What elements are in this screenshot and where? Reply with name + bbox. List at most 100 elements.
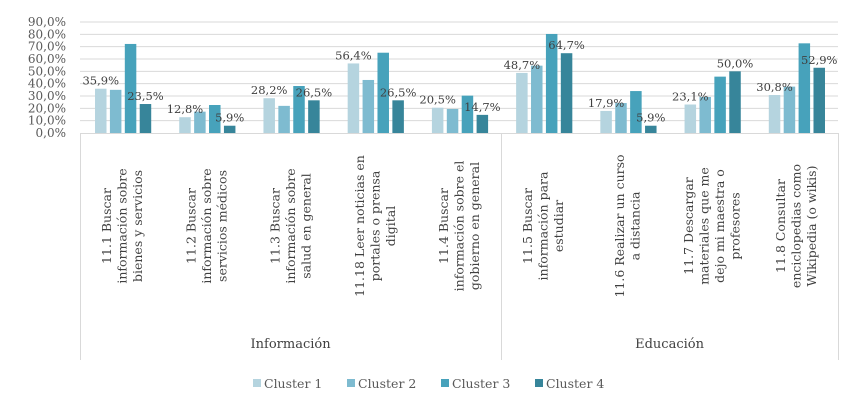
category-label-line: 11.3 Buscar	[268, 188, 283, 264]
bar-cluster-2	[531, 66, 543, 133]
legend-swatch	[535, 379, 543, 387]
data-label: 48,7%	[504, 58, 541, 72]
data-label: 14,7%	[464, 100, 501, 114]
category-label-line: servicios médicos	[214, 170, 229, 282]
y-tick-label: 30,0%	[28, 89, 66, 103]
category-label-line: 11.4 Buscar	[436, 188, 451, 264]
bar-cluster-1	[432, 108, 444, 133]
category-label-line: información sobre	[283, 168, 298, 283]
category-label-line: dejo mi maestra o	[712, 169, 727, 283]
y-tick-label: 50,0%	[28, 64, 66, 78]
category-labels: 11.1 Buscar información sobre bienes y ser…	[99, 154, 819, 297]
bar-cluster-2	[278, 106, 290, 133]
category-label: 11.6 Realizar un curso a distancia	[612, 154, 643, 297]
bar-cluster-3	[714, 77, 726, 133]
category-label: 11.3 Buscar información sobre salud en gen…	[268, 168, 314, 283]
y-tick-label: 20,0%	[28, 101, 66, 115]
data-label: 23,1%	[672, 90, 709, 104]
data-label: 5,9%	[636, 111, 665, 125]
category-label-line: estudiar	[551, 200, 566, 252]
bar-cluster-2	[447, 109, 459, 133]
legend-swatch	[441, 379, 449, 387]
y-tick-label: 60,0%	[28, 52, 66, 66]
y-tick-label: 80,0%	[28, 27, 66, 41]
data-label: 64,7%	[548, 38, 585, 52]
category-label-line: 11.1 Buscar	[99, 188, 114, 264]
bar-cluster-1	[516, 73, 528, 133]
bar-cluster-1	[685, 105, 697, 133]
category-label: 11.5 Buscar información para estudiar	[520, 171, 566, 280]
category-label-line: profesores	[727, 192, 742, 259]
data-label: 12,8%	[167, 102, 204, 116]
category-label-line: 11.18 Leer noticias en	[352, 155, 367, 297]
data-label: 23,5%	[127, 89, 164, 103]
category-label-line: 11.2 Buscar	[183, 188, 198, 264]
data-label: 52,9%	[801, 53, 838, 67]
bar-cluster-4	[477, 115, 489, 133]
data-label: 28,2%	[251, 83, 288, 97]
category-label: 11.18 Leer noticias en portales o prensa d…	[352, 155, 398, 297]
legend-item: Cluster 1	[253, 376, 322, 391]
group-label: Información	[251, 337, 332, 352]
bar-cluster-1	[769, 95, 781, 133]
bar-cluster-4	[308, 100, 320, 133]
legend-label: Cluster 3	[452, 376, 510, 391]
data-label: 26,5%	[380, 85, 417, 99]
category-label-line: materiales que me	[696, 167, 711, 285]
bar-cluster-4	[645, 126, 657, 133]
legend-item: Cluster 4	[535, 376, 604, 391]
y-axis-ticks: 0,0%10,0%20,0%30,0%40,0%50,0%60,0%70,0%8…	[28, 15, 66, 140]
data-label: 26,5%	[296, 85, 333, 99]
bar-cluster-1	[348, 63, 360, 133]
category-label-line: información sobre	[199, 168, 214, 283]
bar-cluster-4	[224, 126, 236, 133]
data-label: 35,9%	[82, 74, 119, 88]
y-tick-label: 40,0%	[28, 77, 66, 91]
category-label-line: enciclopedias como	[788, 164, 803, 288]
category-label: 11.2 Buscar información sobre servicios mé…	[183, 168, 229, 283]
bar-cluster-2	[363, 80, 375, 133]
bar-cluster-1	[600, 111, 612, 133]
group-labels: Información Educación	[251, 337, 705, 352]
category-label-line: 11.6 Realizar un curso	[612, 154, 627, 297]
category-label-line: 11.8 Consultar	[773, 179, 788, 273]
bar-cluster-4	[813, 68, 825, 133]
bar-cluster-1	[263, 98, 275, 133]
group-label: Educación	[635, 337, 704, 352]
category-label: 11.1 Buscar información sobre bienes y ser…	[99, 168, 145, 283]
data-label: 30,8%	[756, 80, 793, 94]
category-label-line: 11.7 Descargar	[681, 177, 696, 275]
data-label: 50,0%	[717, 56, 754, 70]
bar-cluster-2	[110, 90, 122, 133]
legend-swatch	[253, 379, 261, 387]
category-label-line: información sobre	[115, 168, 130, 283]
legend-label: Cluster 1	[264, 376, 322, 391]
category-label-line: portales o prensa	[367, 170, 382, 281]
legend-item: Cluster 2	[347, 376, 416, 391]
data-label: 20,5%	[419, 93, 456, 107]
bar-cluster-1	[95, 89, 107, 133]
legend: Cluster 1 Cluster 2 Cluster 3 Cluster 4	[253, 376, 604, 391]
legend-swatch	[347, 379, 355, 387]
legend-label: Cluster 4	[546, 376, 604, 391]
category-label-line: gobierno en general	[467, 162, 482, 290]
y-tick-label: 0,0%	[36, 126, 67, 140]
category-label: 11.8 Consultar enciclopedias como Wikipedi…	[773, 164, 819, 288]
bar-cluster-4	[561, 53, 573, 133]
data-label: 5,9%	[215, 111, 244, 125]
bar-cluster-1	[179, 117, 191, 133]
category-label: 11.7 Descargar materiales que me dejo mi m…	[681, 167, 743, 285]
bar-cluster-4	[140, 104, 152, 133]
category-label-line: salud en general	[299, 173, 314, 279]
category-label-line: información sobre el	[452, 161, 467, 292]
category-label-line: Wikipedia (o wikis)	[804, 166, 819, 287]
category-label-line: información para	[536, 171, 551, 280]
category-label: 11.4 Buscar información sobre el gobierno …	[436, 161, 482, 292]
category-label-line: digital	[383, 206, 398, 246]
data-label: 56,4%	[335, 48, 372, 62]
category-label-line: 11.5 Buscar	[520, 188, 535, 264]
legend-label: Cluster 2	[358, 376, 416, 391]
bar-cluster-4	[729, 71, 741, 133]
category-label-line: bienes y servicios	[130, 170, 145, 282]
